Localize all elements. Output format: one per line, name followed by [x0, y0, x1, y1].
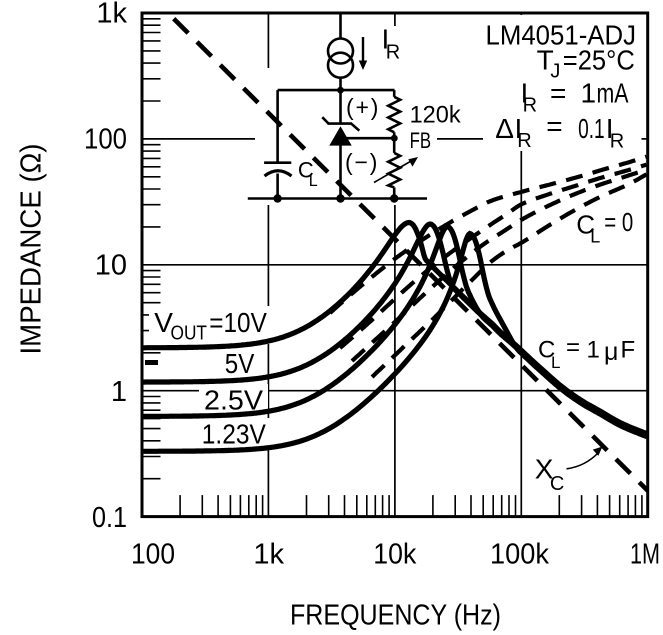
svg-text:L: L [309, 173, 318, 190]
svg-text:= 0: = 0 [604, 207, 633, 237]
svg-text:1M: 1M [630, 539, 660, 571]
svg-text:FB: FB [410, 128, 432, 153]
svg-text:IMPEDANCE (Ω): IMPEDANCE (Ω) [16, 144, 48, 355]
svg-text:120k: 120k [410, 101, 462, 128]
svg-text:100: 100 [84, 123, 127, 155]
svg-text:2.5V: 2.5V [204, 384, 263, 415]
svg-text:=: = [566, 334, 580, 361]
svg-text:I: I [606, 113, 614, 144]
svg-text:(+): (+) [346, 94, 380, 120]
svg-text:F: F [621, 337, 636, 364]
svg-text:I: I [521, 77, 529, 108]
svg-text:=10V: =10V [209, 307, 267, 338]
svg-text:5V: 5V [225, 348, 255, 379]
svg-text:OUT: OUT [171, 323, 208, 345]
svg-text:R: R [386, 42, 400, 64]
svg-text:mA: mA [597, 77, 629, 108]
svg-text:C: C [538, 337, 555, 364]
svg-text:C: C [550, 473, 564, 495]
svg-text:R: R [517, 130, 531, 152]
svg-text:1.23V: 1.23V [202, 418, 266, 449]
svg-text:X: X [535, 454, 554, 485]
svg-text:FREQUENCY (Hz): FREQUENCY (Hz) [290, 600, 501, 632]
svg-text:I: I [382, 24, 390, 55]
svg-text:100k: 100k [490, 539, 549, 571]
svg-text:LM4051-ADJ: LM4051-ADJ [486, 19, 637, 50]
svg-text:=: = [550, 77, 566, 108]
svg-text:L: L [590, 227, 600, 247]
svg-text:C: C [298, 158, 314, 183]
svg-text:μ: μ [604, 338, 618, 366]
svg-text:L: L [551, 353, 560, 372]
svg-text:10k: 10k [373, 539, 416, 571]
svg-text:T: T [537, 45, 554, 76]
svg-text:10: 10 [95, 250, 127, 282]
svg-text:V: V [154, 307, 173, 338]
svg-text:1k: 1k [253, 539, 284, 571]
svg-text:(−): (−) [345, 149, 379, 175]
svg-text:1: 1 [581, 77, 597, 108]
svg-text:100: 100 [131, 539, 175, 571]
svg-text:Δ: Δ [495, 113, 514, 144]
svg-text:C: C [576, 209, 595, 239]
svg-text:R: R [523, 95, 537, 117]
svg-text:J: J [550, 61, 560, 83]
svg-text:0.1: 0.1 [92, 502, 127, 534]
svg-text:1k: 1k [96, 0, 127, 30]
svg-text:I: I [515, 113, 523, 144]
svg-text:0.1: 0.1 [578, 113, 605, 144]
svg-text:1: 1 [587, 337, 600, 364]
svg-text:R: R [610, 131, 624, 153]
svg-text:=: = [546, 110, 562, 141]
svg-text:1: 1 [111, 376, 127, 408]
svg-text:=25°C: =25°C [563, 45, 635, 76]
